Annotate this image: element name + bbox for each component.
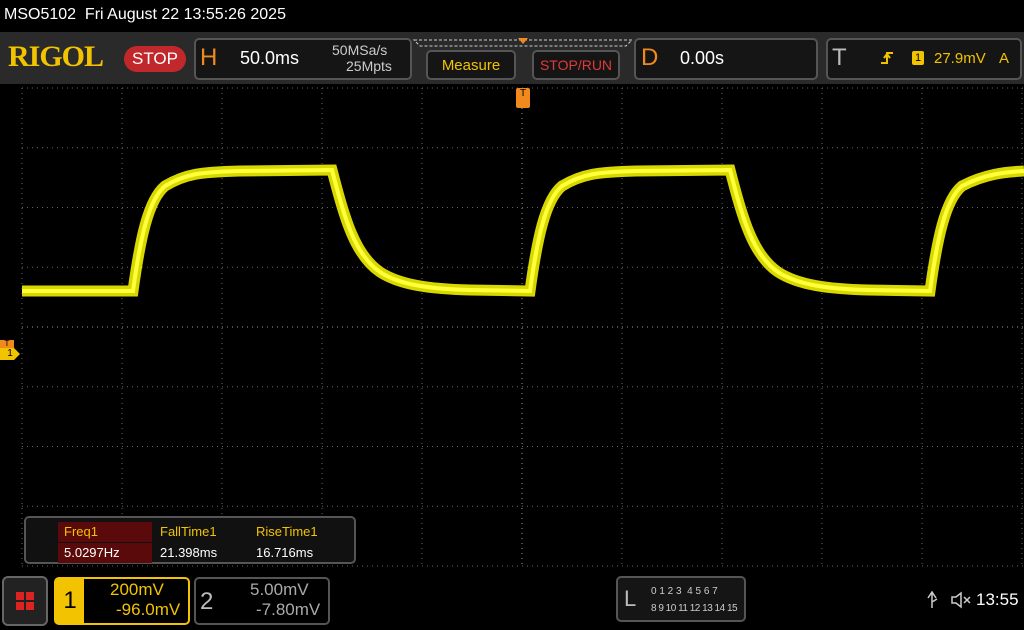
status-icons (927, 590, 971, 609)
ch2-number: 2 (200, 588, 214, 615)
menu-button[interactable] (2, 576, 48, 626)
ch2-offset: -7.80mV (256, 600, 321, 619)
ch1-number: 1 (56, 579, 84, 623)
memory-depth: 25Mpts (346, 58, 392, 74)
delay-box[interactable] (634, 38, 818, 80)
ch1-trace-core (22, 167, 1024, 294)
d-label: D (641, 44, 659, 71)
timebase: 50.0ms (240, 48, 300, 68)
horizontal-box[interactable] (194, 38, 412, 80)
stop-run-button[interactable]: STOP/RUN (532, 50, 620, 80)
logic-label: L (624, 586, 637, 611)
measure-value: 16.716ms (256, 545, 314, 560)
trigger-position-marker: T (516, 88, 530, 108)
status-title: MSO5102 Fri August 22 13:55:26 2025 (4, 6, 286, 23)
ch1-scale: 200mV (110, 580, 164, 599)
logic-row2: 8 9 10 11 12 13 14 15 (651, 603, 738, 614)
measure-button[interactable]: Measure (426, 50, 516, 80)
trigger-mode: A (999, 50, 1010, 67)
t-label: T (832, 44, 847, 71)
sample-rate: 50MSa/s (332, 42, 388, 58)
trigger-source: 1 (912, 51, 924, 65)
ch2-scale: 5.00mV (250, 580, 309, 599)
measure-header: RiseTime1 (256, 524, 318, 539)
ch1-trace (22, 164, 1024, 297)
waveform-area (21, 87, 1024, 567)
memory-bar (412, 38, 634, 47)
measure-value: 21.398ms (160, 545, 218, 560)
clock: 13:55 (976, 590, 1019, 609)
run-state[interactable]: STOP (124, 46, 186, 72)
measure-header: Freq1 (58, 522, 152, 542)
delay-value: 0.00s (680, 48, 725, 68)
logo: RIGOL (8, 40, 104, 73)
menu-icon (16, 592, 34, 610)
measure-header: FallTime1 (160, 524, 217, 539)
trigger-level: 27.9mV (934, 50, 986, 67)
logic-box[interactable] (616, 576, 746, 622)
channel-trigger-marker: T (0, 340, 14, 348)
trigger-box[interactable] (826, 38, 1022, 80)
trigger-edge-icon (881, 52, 893, 64)
ch1-offset: -96.0mV (116, 600, 181, 619)
channel-marker: 1 (0, 348, 20, 360)
measure-value: 5.0297Hz (58, 543, 152, 563)
ch2-box[interactable] (194, 577, 330, 625)
logic-row1: 0 1 2 3 4 5 6 7 (651, 586, 718, 597)
h-label: H (200, 44, 218, 71)
